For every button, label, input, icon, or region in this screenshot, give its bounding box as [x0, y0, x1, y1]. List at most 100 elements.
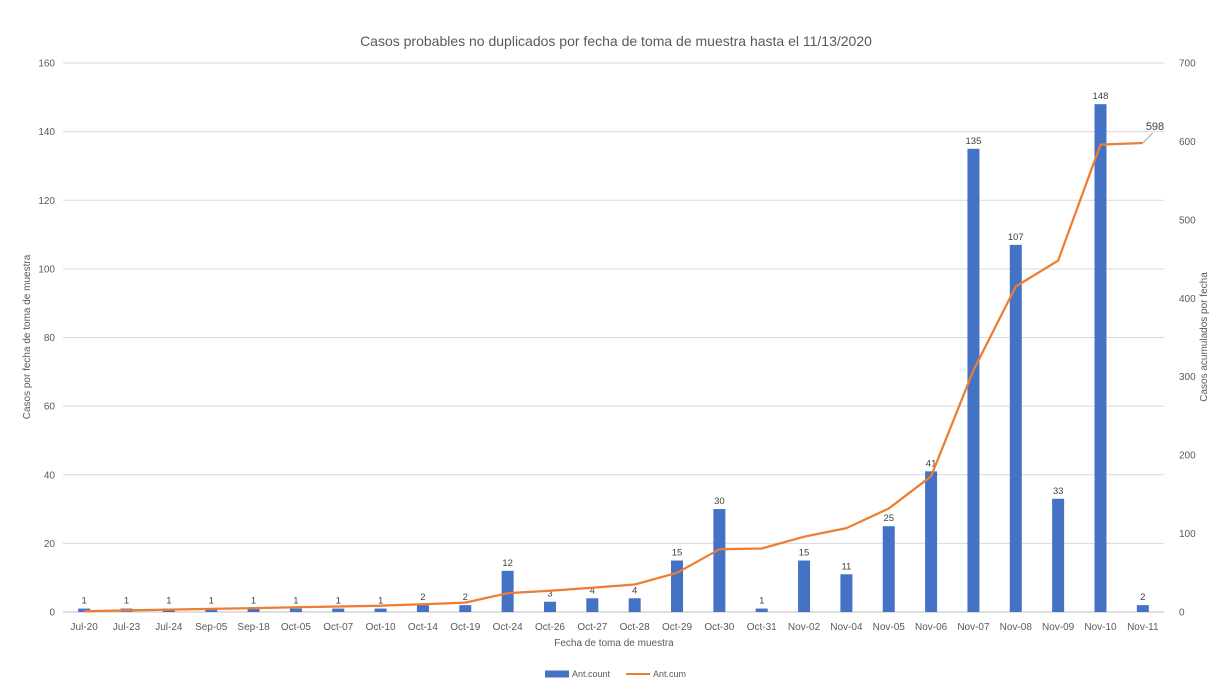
- y-tick-label: 20: [44, 539, 56, 550]
- bar: [713, 509, 726, 612]
- bar-data-label: 33: [1053, 486, 1064, 497]
- x-tick-label: Nov-02: [788, 622, 821, 633]
- bar: [501, 570, 514, 612]
- bar-data-label: 2: [463, 592, 468, 603]
- x-tick-label: Oct-26: [535, 622, 565, 633]
- bar-data-label: 135: [966, 136, 982, 147]
- bar: [967, 148, 980, 612]
- bar: [1094, 104, 1107, 613]
- gridlines: [63, 62, 1164, 613]
- end-label-leader: [1142, 132, 1154, 144]
- x-tick-label: Oct-14: [408, 622, 438, 633]
- bar-data-label: 15: [672, 548, 683, 559]
- x-tick-label: Oct-29: [662, 622, 692, 633]
- bar: [332, 608, 345, 612]
- chart-title: Casos probables no duplicados por fecha …: [360, 33, 872, 49]
- bar-data-label: 4: [590, 585, 595, 596]
- y2-tick-label: 500: [1179, 215, 1196, 226]
- bar-data-label: 41: [926, 458, 937, 469]
- y2-axis-title: Casos acumulados por fecha: [1199, 272, 1210, 402]
- bar-data-label: 1: [166, 596, 171, 607]
- bar-data-label: 15: [799, 548, 810, 559]
- bar: [543, 601, 556, 612]
- x-tick-label: Oct-27: [577, 622, 607, 633]
- x-tick-label: Nov-10: [1084, 622, 1117, 633]
- y-tick-label: 0: [49, 608, 55, 619]
- y-tick-label: 100: [38, 264, 55, 275]
- bar-data-label: 1: [82, 596, 87, 607]
- bar: [1009, 244, 1022, 612]
- y2-tick-label: 200: [1179, 451, 1196, 462]
- x-tick-label: Oct-10: [366, 622, 396, 633]
- y2-tick-label: 600: [1179, 137, 1196, 148]
- legend-label: Ant.cum: [653, 669, 686, 679]
- x-tick-label: Oct-07: [323, 622, 353, 633]
- bar: [586, 598, 599, 612]
- x-tick-label: Sep-05: [195, 622, 228, 633]
- y-axis-title: Casos por fecha de toma de muestra: [22, 254, 33, 419]
- bar: [882, 526, 895, 612]
- bar: [1052, 498, 1065, 612]
- x-tick-label: Sep-18: [237, 622, 270, 633]
- x-tick-label: Nov-07: [957, 622, 990, 633]
- bar: [416, 605, 429, 612]
- x-tick-label: Jul-20: [71, 622, 99, 633]
- y2-tick-label: 100: [1179, 529, 1196, 540]
- x-tick-label: Jul-24: [155, 622, 183, 633]
- x-tick-label: Oct-28: [620, 622, 650, 633]
- bar-data-label: 1: [293, 596, 298, 607]
- y-tick-label: 60: [44, 402, 56, 413]
- line-series: 598: [84, 121, 1164, 613]
- x-tick-label: Oct-24: [493, 622, 523, 633]
- bar-data-label: 1: [209, 596, 214, 607]
- y-tick-label: 40: [44, 470, 56, 481]
- y-tick-label: 80: [44, 333, 56, 344]
- line-end-label: 598: [1146, 121, 1164, 133]
- y-tick-label: 120: [38, 196, 55, 207]
- x-axis: Jul-20 Jul-23 Jul-24 Sep-05 Sep-18 Oct-05 Oct-…: [71, 622, 1159, 633]
- legend-swatch-bar: [545, 670, 569, 678]
- bar: [205, 608, 218, 612]
- x-tick-label: Nov-06: [915, 622, 948, 633]
- bar: [1136, 605, 1149, 612]
- bar: [840, 574, 853, 612]
- y2-tick-label: 0: [1179, 608, 1185, 619]
- bar-data-label: 1: [124, 596, 129, 607]
- bar: [289, 608, 302, 612]
- bar-data-label: 11: [841, 561, 851, 572]
- x-tick-label: Jul-23: [113, 622, 141, 633]
- x-tick-label: Oct-19: [450, 622, 480, 633]
- x-tick-label: Nov-08: [1000, 622, 1033, 633]
- x-tick-label: Nov-09: [1042, 622, 1075, 633]
- x-tick-label: Nov-04: [830, 622, 863, 633]
- y-tick-label: 160: [38, 59, 55, 70]
- y2-tick-label: 400: [1179, 294, 1196, 305]
- x-tick-label: Nov-05: [873, 622, 906, 633]
- bar-data-label: 2: [1140, 592, 1145, 603]
- bar-data-label: 1: [251, 596, 256, 607]
- y2-tick-label: 300: [1179, 372, 1196, 383]
- bar: [459, 605, 472, 612]
- x-tick-label: Oct-31: [747, 622, 777, 633]
- bar: [628, 598, 641, 612]
- bar-data-label: 30: [714, 496, 725, 507]
- bar-data-label: 1: [759, 596, 764, 607]
- bar-data-label: 1: [378, 596, 383, 607]
- x-tick-label: Oct-30: [704, 622, 734, 633]
- bar-data-label: 2: [420, 592, 425, 603]
- bar-series: [78, 104, 1149, 613]
- x-axis-title: Fecha de toma de muestra: [554, 638, 674, 649]
- bar-data-label: 25: [883, 513, 894, 524]
- bar: [671, 560, 684, 612]
- bar-data-label: 107: [1008, 232, 1024, 243]
- bar: [925, 471, 938, 612]
- legend: Ant.count Ant.cum: [545, 669, 686, 679]
- bar: [755, 608, 768, 612]
- bar: [247, 608, 260, 612]
- bar-data-label: 3: [547, 589, 552, 600]
- bar: [374, 608, 387, 612]
- cumulative-line: [84, 141, 1143, 613]
- x-tick-label: Nov-11: [1127, 622, 1159, 633]
